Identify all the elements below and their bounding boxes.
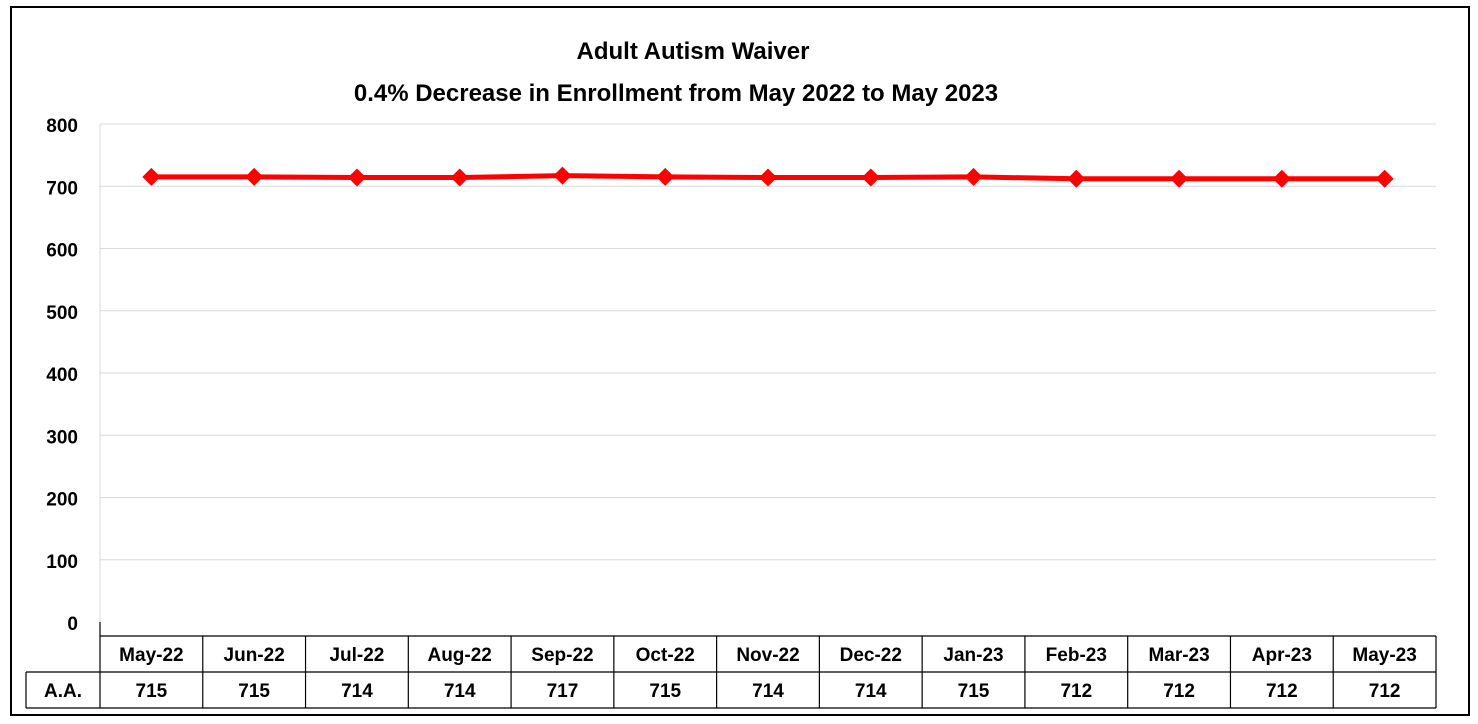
data-point [245, 167, 264, 186]
data-point [1067, 169, 1086, 188]
data-point [656, 167, 675, 186]
x-category-label: May-22 [119, 645, 183, 666]
y-tick-label: 200 [46, 490, 78, 511]
y-tick-label: 100 [46, 552, 78, 573]
x-category-label: Oct-22 [636, 645, 695, 666]
data-point [1170, 169, 1189, 188]
table-value: 715 [649, 681, 681, 702]
table-value: 715 [136, 681, 168, 702]
x-category-label: Nov-22 [736, 645, 799, 666]
table-value: 714 [855, 681, 887, 702]
data-point [1375, 169, 1394, 188]
data-point [142, 167, 161, 186]
table-value: 712 [1369, 681, 1401, 702]
data-point [964, 167, 983, 186]
data-point [861, 168, 880, 187]
data-table: A.A. May-22 715 Jun-22 715 Jul-22 714 Aug-22 714… [25, 622, 1437, 709]
y-tick-label: 0 [67, 614, 78, 635]
y-tick-label: 400 [46, 365, 78, 386]
table-value: 715 [958, 681, 990, 702]
y-tick-label: 700 [46, 178, 78, 199]
x-category-label: Dec-22 [840, 645, 902, 666]
x-category-label: Jul-22 [329, 645, 384, 666]
table-series-label: A.A. [44, 681, 82, 702]
series-line [142, 166, 1394, 188]
x-category-label: Aug-22 [427, 645, 491, 666]
y-tick-label: 600 [46, 241, 78, 262]
x-category-label: Apr-23 [1252, 645, 1312, 666]
table-value: 712 [1266, 681, 1298, 702]
table-value: 715 [238, 681, 270, 702]
table-value: 717 [547, 681, 579, 702]
table-value: 712 [1163, 681, 1195, 702]
y-tick-label: 800 [46, 116, 78, 137]
x-category-label: Jan-23 [943, 645, 1003, 666]
x-category-label: Feb-23 [1046, 645, 1107, 666]
y-tick-label: 500 [46, 303, 78, 324]
chart-title: Adult Autism Waiver [577, 38, 810, 65]
x-category-label: Jun-22 [224, 645, 285, 666]
table-value: 714 [752, 681, 784, 702]
table-value: 714 [341, 681, 373, 702]
data-point [553, 166, 572, 185]
data-point [1272, 169, 1291, 188]
data-point [450, 168, 469, 187]
x-category-label: Sep-22 [531, 645, 593, 666]
data-point [347, 168, 366, 187]
data-point [759, 168, 777, 187]
gridlines [100, 123, 1436, 561]
table-value: 712 [1060, 681, 1092, 702]
y-tick-label: 300 [46, 427, 78, 448]
x-category-label: May-23 [1352, 645, 1416, 666]
chart-subtitle: 0.4% Decrease in Enrollment from May 202… [354, 80, 998, 107]
y-axis: 0 100 200 300 400 500 600 700 800 [46, 116, 101, 635]
x-category-label: Mar-23 [1148, 645, 1209, 666]
table-value: 714 [444, 681, 476, 702]
